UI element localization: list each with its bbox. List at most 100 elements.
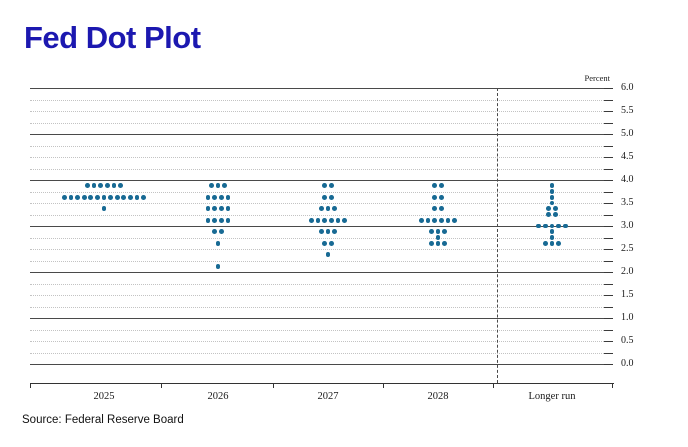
gridline-major (30, 318, 612, 319)
y-axis-tick (604, 341, 613, 342)
projection-dot (549, 229, 555, 235)
y-axis-tick (604, 329, 613, 331)
projection-dot (429, 229, 434, 235)
y-axis-tick (604, 134, 613, 135)
x-axis-label: 2026 (207, 391, 229, 402)
y-tick-label: 1.5 (621, 288, 634, 300)
projection-dot (322, 194, 328, 200)
projection-dot (225, 206, 231, 212)
gridline-minor (30, 295, 612, 296)
x-axis-tick (383, 383, 384, 388)
projection-dot (309, 217, 314, 223)
projection-dot (435, 240, 441, 246)
gridline-minor (30, 306, 612, 308)
y-tick-label: 5.0 (621, 127, 634, 139)
y-axis-tick (604, 237, 613, 239)
projection-dot (212, 217, 218, 223)
projection-dot (141, 194, 146, 200)
y-axis-tick (604, 214, 613, 216)
projection-dot (212, 206, 218, 212)
y-axis-tick (604, 352, 613, 354)
y-tick-label: 6.0 (621, 81, 634, 93)
projection-dot (114, 194, 120, 200)
x-axis-label: 2025 (93, 391, 115, 402)
y-axis-tick (604, 249, 613, 250)
y-axis-tick (604, 157, 613, 158)
y-tick-label: 3.0 (621, 219, 634, 231)
projection-dot (98, 183, 104, 189)
projection-dot (435, 235, 441, 240)
gridline-major (30, 134, 612, 135)
gridline-minor (30, 111, 612, 112)
projection-dot (438, 217, 444, 223)
projection-dot (325, 229, 331, 235)
y-tick-label: 2.5 (621, 242, 634, 254)
gridline-minor (30, 283, 612, 285)
y-axis-tick (604, 122, 613, 124)
projection-dot (556, 240, 561, 246)
gridline-major (30, 364, 612, 365)
projection-dot (438, 194, 444, 200)
y-axis-tick (604, 364, 613, 365)
projection-dot (419, 217, 424, 223)
projection-dot (438, 183, 444, 189)
projection-dot (432, 183, 438, 189)
projection-dot (536, 223, 542, 229)
projection-dot (432, 194, 438, 200)
projection-dot (328, 183, 334, 189)
projection-dot (562, 223, 568, 229)
gridline-minor (30, 168, 612, 170)
projection-dot (322, 240, 328, 246)
projection-dot (128, 194, 133, 200)
projection-dot (549, 240, 555, 246)
gridline-major (30, 272, 612, 273)
x-axis-line (30, 383, 614, 384)
projection-dot (101, 194, 107, 200)
projection-dot (445, 217, 451, 223)
projection-dot (218, 194, 224, 200)
projection-dot (212, 194, 218, 200)
y-axis-tick (604, 272, 613, 273)
projection-dot (118, 183, 123, 189)
gridline-minor (30, 203, 612, 204)
projection-dot (549, 183, 555, 189)
y-tick-label: 0.0 (621, 357, 634, 369)
gridline-major (30, 88, 612, 89)
projection-dot (552, 206, 558, 212)
projection-dot (429, 240, 434, 246)
y-axis-tick (604, 295, 613, 296)
y-axis-tick (604, 306, 613, 308)
projection-dot (111, 183, 117, 189)
y-axis-tick (604, 145, 613, 147)
y-tick-label: 4.0 (621, 173, 634, 185)
gridline-minor (30, 260, 612, 262)
gridline-minor (30, 157, 612, 158)
projection-dot (328, 217, 334, 223)
projection-dot (328, 194, 334, 200)
projection-dot (435, 229, 441, 235)
projection-dot (319, 206, 324, 212)
y-axis-tick (604, 203, 613, 204)
projection-dot (552, 212, 558, 217)
projection-dot (549, 189, 555, 194)
projection-dot (62, 194, 67, 200)
projection-dot (222, 183, 227, 189)
x-axis-tick (612, 383, 613, 388)
projection-dot (225, 194, 231, 200)
projection-dot (438, 206, 444, 212)
projection-dot (325, 206, 331, 212)
projection-dot (546, 206, 552, 212)
y-tick-label: 5.5 (621, 104, 634, 116)
y-axis-tick (604, 283, 613, 285)
y-tick-label: 0.5 (621, 334, 634, 346)
gridline-minor (30, 145, 612, 147)
projection-dot (319, 229, 324, 235)
projection-dot (104, 183, 110, 189)
x-axis-tick (161, 383, 162, 388)
longer-run-separator (497, 88, 498, 383)
gridline-minor (30, 329, 612, 331)
x-axis-tick (30, 383, 31, 388)
projection-dot (212, 229, 218, 235)
projection-dot (134, 194, 140, 200)
projection-dot (205, 194, 211, 200)
